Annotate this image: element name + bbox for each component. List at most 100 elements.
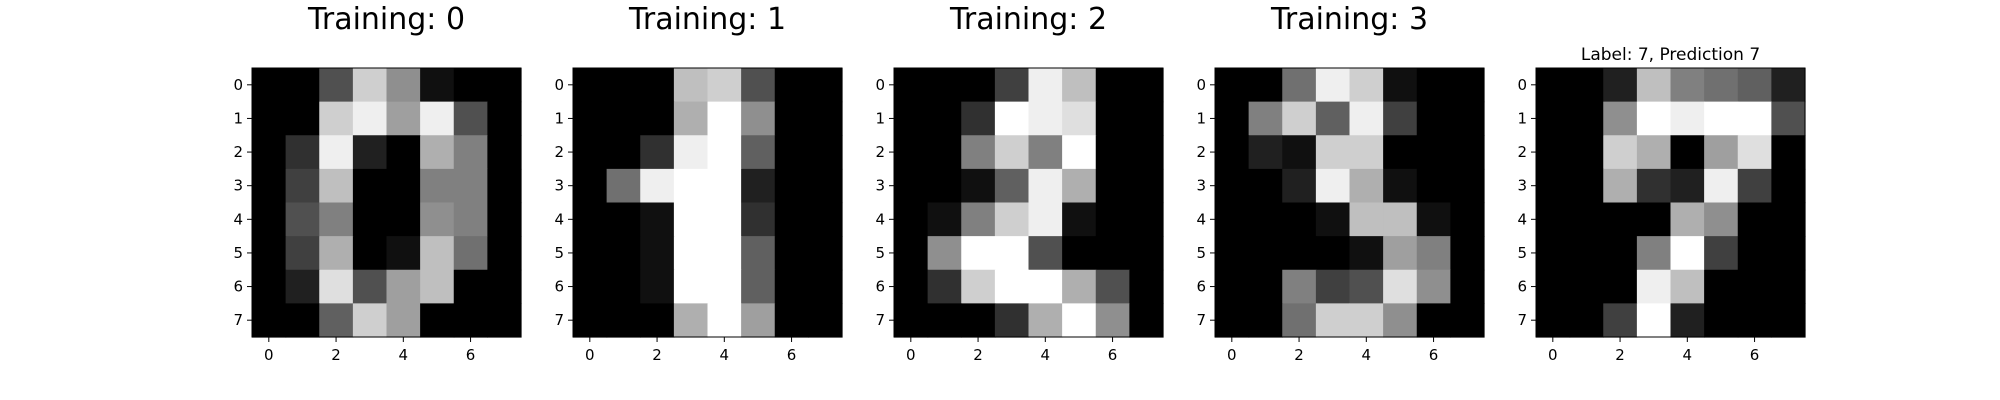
- pixel-cell: [1062, 135, 1097, 170]
- pixel-cell: [1416, 101, 1451, 136]
- pixel-cell: [1569, 168, 1604, 204]
- pixel-cell: [1569, 101, 1604, 136]
- y-tick-label: 2: [875, 143, 885, 161]
- pixel-cell: [1737, 269, 1772, 304]
- pixel-cell: [252, 135, 287, 170]
- pixel-cell: [1315, 202, 1351, 237]
- pixel-cell: [994, 202, 1030, 237]
- pixel-cell: [252, 269, 287, 304]
- pixel-cell: [1215, 202, 1250, 237]
- pixel-cell: [573, 236, 608, 271]
- pixel-cell: [1636, 68, 1672, 103]
- pixel-cell: [1737, 68, 1772, 103]
- pixel-cell: [707, 168, 742, 204]
- axes-frame: [1535, 67, 1806, 338]
- pixel-cell: [352, 202, 388, 237]
- pixel-cell: [894, 236, 929, 271]
- pixel-cell: [420, 236, 455, 271]
- y-tick-label: 1: [1517, 109, 1527, 127]
- pixel-cell: [1129, 135, 1164, 170]
- y-tick-label: 3: [1517, 177, 1527, 195]
- pixel-cell: [420, 269, 455, 304]
- pixel-cell: [707, 135, 742, 170]
- x-tick-label: 2: [973, 346, 983, 364]
- pixel-cell: [573, 68, 608, 103]
- pixel-cell: [1569, 303, 1604, 338]
- pixel-cell: [1704, 269, 1739, 304]
- pixel-cell: [319, 68, 354, 103]
- pixel-cell: [1248, 269, 1283, 304]
- pixel-cell: [252, 303, 287, 338]
- y-tick-label: 4: [1517, 210, 1527, 228]
- pixel-cell: [606, 202, 641, 237]
- y-tick-label: 7: [1196, 311, 1206, 329]
- pixel-cell: [894, 68, 929, 103]
- digit-panel: Training: 0 0 1 2 3 4 5 6 7 0 2 4 6: [233, 2, 522, 364]
- pixel-cell: [741, 68, 776, 103]
- pixel-cell: [573, 269, 608, 304]
- pixel-cell: [1603, 303, 1638, 338]
- x-tick-label: 4: [1041, 346, 1051, 364]
- pixel-cell: [1028, 68, 1063, 103]
- y-tick-label: 5: [1196, 244, 1206, 262]
- pixel-cell: [1383, 202, 1418, 237]
- pixel-cell: [894, 202, 929, 237]
- pixel-cell: [774, 202, 809, 237]
- pixel-cell: [1603, 168, 1638, 204]
- pixel-cell: [961, 101, 996, 136]
- y-tick-label: 0: [1196, 76, 1206, 94]
- pixel-cell: [1636, 135, 1672, 170]
- x-tick-label: 0: [585, 346, 595, 364]
- panel-title: Training: 3: [1270, 2, 1428, 37]
- pixel-cell: [961, 303, 996, 338]
- pixel-cell: [1771, 135, 1806, 170]
- pixel-cell: [1062, 68, 1097, 103]
- pixel-cell: [1737, 168, 1772, 204]
- pixel-cell: [487, 202, 522, 237]
- pixel-cell: [894, 269, 929, 304]
- pixel-cell: [1315, 135, 1351, 170]
- pixel-cell: [1282, 269, 1317, 304]
- y-tick-label: 4: [1196, 210, 1206, 228]
- pixel-cell: [1670, 68, 1705, 103]
- pixel-cell: [386, 168, 421, 204]
- pixel-cell: [961, 236, 996, 271]
- pixel-cell: [1282, 101, 1317, 136]
- pixel-cell: [1383, 236, 1418, 271]
- pixel-cell: [640, 303, 675, 338]
- pixel-cell: [1536, 135, 1571, 170]
- pixel-cell: [994, 101, 1030, 136]
- pixel-cell: [352, 135, 388, 170]
- pixel-cell: [1215, 101, 1250, 136]
- pixel-cell: [352, 236, 388, 271]
- pixel-cell: [961, 202, 996, 237]
- axes-frame: [1214, 67, 1485, 338]
- pixel-cell: [1095, 135, 1130, 170]
- pixel-cell: [1416, 303, 1451, 338]
- pixel-cell: [1416, 269, 1451, 304]
- y-tick-label: 1: [233, 109, 243, 127]
- pixel-cell: [1704, 202, 1739, 237]
- pixel-cell: [1416, 236, 1451, 271]
- pixel-cell: [352, 303, 388, 338]
- pixel-cell: [774, 236, 809, 271]
- pixel-cell: [252, 202, 287, 237]
- pixel-cell: [1383, 303, 1418, 338]
- pixel-cell: [1771, 168, 1806, 204]
- pixel-cell: [1349, 269, 1384, 304]
- pixel-cell: [1670, 168, 1705, 204]
- pixel-cell: [386, 101, 421, 136]
- pixel-cell: [1603, 236, 1638, 271]
- pixel-cell: [1095, 269, 1130, 304]
- pixel-cell: [707, 202, 742, 237]
- pixel-cell: [808, 236, 843, 271]
- pixel-cell: [894, 135, 929, 170]
- x-tick-label: 4: [399, 346, 409, 364]
- x-tick-label: 4: [1683, 346, 1693, 364]
- pixel-cell: [1704, 101, 1739, 136]
- pixel-cell: [927, 101, 962, 136]
- pixel-cell: [252, 68, 287, 103]
- pixel-cell: [1282, 202, 1317, 237]
- pixel-cell: [420, 303, 455, 338]
- pixel-cell: [1215, 135, 1250, 170]
